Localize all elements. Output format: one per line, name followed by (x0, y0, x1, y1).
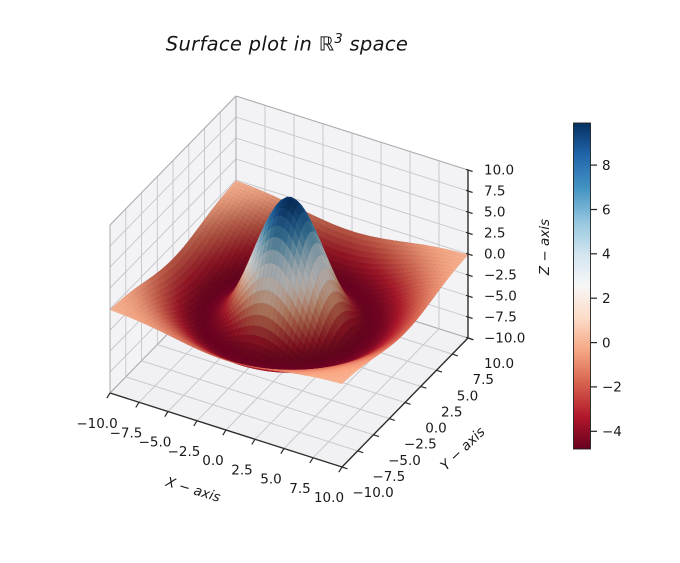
z-axis-ticklabels: −10.0 −7.5 −5.0 −2.5 0.0 2.5 5.0 7.5 10.0 (484, 163, 525, 347)
svg-text:−2.5: −2.5 (168, 444, 201, 460)
svg-text:2.5: 2.5 (231, 462, 252, 478)
svg-text:5.0: 5.0 (457, 388, 478, 404)
colorbar-gradient (573, 122, 591, 450)
svg-text:−10.0: −10.0 (484, 331, 525, 347)
svg-text:−2: −2 (602, 380, 622, 396)
svg-text:−10.0: −10.0 (76, 416, 117, 432)
svg-text:8: 8 (602, 158, 611, 174)
svg-text:4: 4 (602, 247, 611, 263)
real-numbers-symbol: ℝ (318, 32, 335, 56)
chart-title-prefix: Surface plot in (165, 32, 319, 56)
svg-text:−5.0: −5.0 (139, 435, 172, 451)
chart-title-suffix: space (342, 32, 409, 56)
chart-title: Surface plot in ℝ3 space (0, 32, 574, 56)
svg-text:10.0: 10.0 (484, 356, 514, 372)
z-axis-ticks (465, 168, 473, 341)
x-axis-ticklabels: −10.0−7.5−5.0−2.50.0 2.5 5.0 7.510.0 (76, 416, 344, 506)
svg-text:−2.5: −2.5 (484, 268, 517, 284)
svg-text:2: 2 (602, 291, 611, 307)
svg-text:0: 0 (602, 335, 611, 351)
y-axis-ticklabels: −10.0−7.5−5.0−2.50.02.55.07.510.0 (352, 356, 514, 501)
svg-text:10.0: 10.0 (314, 490, 344, 506)
svg-text:−7.5: −7.5 (484, 310, 517, 326)
svg-text:−2.5: −2.5 (404, 437, 437, 453)
svg-text:7.5: 7.5 (473, 372, 494, 388)
x-axis-ticks (106, 392, 343, 473)
svg-text:5.0: 5.0 (260, 472, 281, 488)
svg-text:5.0: 5.0 (484, 205, 505, 221)
svg-text:−4: −4 (602, 424, 622, 440)
svg-text:−10.0: −10.0 (352, 485, 393, 501)
colorbar (573, 122, 591, 450)
svg-text:7.5: 7.5 (289, 481, 310, 497)
surface-mesh (109, 180, 469, 384)
svg-text:6: 6 (602, 202, 611, 218)
colorbar-ticklabels: 8 6 4 2 0 −2 −4 (590, 158, 622, 440)
svg-text:2.5: 2.5 (441, 404, 462, 420)
chart-title-exponent: 3 (334, 32, 343, 47)
svg-text:7.5: 7.5 (484, 184, 505, 200)
svg-text:0.0: 0.0 (202, 453, 223, 469)
svg-text:2.5: 2.5 (484, 226, 505, 242)
svg-text:10.0: 10.0 (484, 163, 514, 179)
svg-text:0.0: 0.0 (484, 247, 505, 263)
svg-text:−5.0: −5.0 (388, 453, 421, 469)
svg-text:0.0: 0.0 (425, 421, 446, 437)
svg-text:−7.5: −7.5 (372, 469, 405, 485)
svg-text:−5.0: −5.0 (484, 289, 517, 305)
svg-text:−7.5: −7.5 (110, 425, 143, 441)
